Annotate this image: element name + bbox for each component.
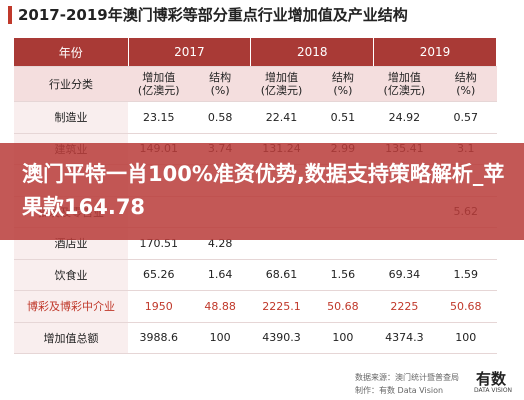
subheader-cell: 结构 (%) <box>312 66 374 102</box>
subheader-cell: 增加值 (亿澳元) <box>250 66 313 102</box>
cell: 65.26 <box>128 259 190 291</box>
cell: 100 <box>312 322 374 354</box>
source: 数据来源：澳门统计暨普查局 <box>355 373 459 382</box>
row-label: 增加值总额 <box>14 322 128 354</box>
header-row: 年份 2017 2018 2019 <box>14 38 497 67</box>
subheader-cell: 行业分类 <box>14 66 128 102</box>
row-label: 博彩及博彩中介业 <box>14 290 128 323</box>
row: 博彩及博彩中介业 1950 48.88 2225.1 50.68 2225 50.68 <box>14 290 497 323</box>
cell: 100 <box>435 322 497 354</box>
banner: 澳门平特一肖100%准资优势,数据支持策略解析_苹果款164.78 <box>0 143 524 240</box>
cell: 0.51 <box>312 101 374 134</box>
cell: 1.56 <box>312 259 374 291</box>
header-cell: 2017 <box>128 38 252 67</box>
header-cell: 年份 <box>14 38 129 67</box>
cell: 24.92 <box>373 101 436 134</box>
cell: 2225.1 <box>250 290 313 323</box>
title: 2017-2019年澳门博彩等部分重点行业增加值及产业结构 <box>8 6 408 24</box>
subheader-row: 行业分类 增加值 (亿澳元) 结构 (%) 增加值 (亿澳元) 结构 (%) 增加值 (亿… <box>14 66 497 102</box>
row: 制造业 23.15 0.58 22.41 0.51 24.92 0.57 <box>14 101 497 134</box>
cell: 0.58 <box>189 101 251 134</box>
subheader-cell: 结构 (%) <box>189 66 251 102</box>
cell: 0.57 <box>435 101 497 134</box>
subheader-cell: 增加值 (亿澳元) <box>373 66 436 102</box>
maker: 制作：有数 Data Vision <box>355 386 444 395</box>
row: 增加值总额 3988.6 100 4390.3 100 4374.3 100 <box>14 322 497 354</box>
cell: 1950 <box>128 290 190 323</box>
cell: 69.34 <box>373 259 436 291</box>
row-label: 制造业 <box>14 101 128 134</box>
cell: 3988.6 <box>128 322 190 354</box>
cell: 68.61 <box>250 259 313 291</box>
logo: 有数 <box>476 370 507 388</box>
cell: 48.88 <box>189 290 251 323</box>
cell: 1.59 <box>435 259 497 291</box>
header-cell: 2019 <box>373 38 497 67</box>
cell: 4374.3 <box>373 322 436 354</box>
logo-sub: DATA VISION <box>474 387 513 394</box>
header-cell: 2018 <box>250 38 375 67</box>
cell: 50.68 <box>435 290 497 323</box>
cell: 100 <box>189 322 251 354</box>
subheader-cell: 增加值 (亿澳元) <box>128 66 190 102</box>
cell: 22.41 <box>250 101 313 134</box>
cell: 50.68 <box>312 290 374 323</box>
row: 饮食业 65.26 1.64 68.61 1.56 69.34 1.59 <box>14 259 497 291</box>
cell: 4390.3 <box>250 322 313 354</box>
cell: 2225 <box>373 290 436 323</box>
subheader-cell: 结构 (%) <box>435 66 497 102</box>
cell: 23.15 <box>128 101 190 134</box>
row-label: 饮食业 <box>14 259 128 291</box>
cell: 1.64 <box>189 259 251 291</box>
